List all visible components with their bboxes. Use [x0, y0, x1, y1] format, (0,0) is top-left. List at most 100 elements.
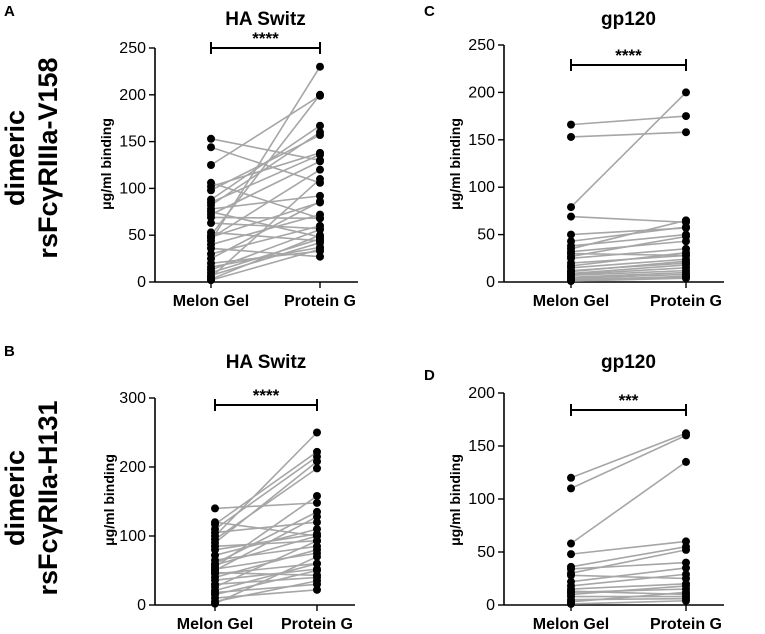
data-point-protein-g — [316, 165, 324, 174]
paired-line — [570, 574, 687, 580]
y-tick-label: 200 — [119, 459, 146, 476]
paired-line — [570, 432, 687, 479]
y-tick-label: 200 — [119, 87, 146, 104]
data-point-protein-g — [313, 491, 321, 500]
paired-line — [570, 131, 687, 138]
panel-letter: C — [424, 3, 435, 20]
panel-letter: D — [424, 367, 435, 384]
paired-line — [214, 540, 318, 588]
data-point-protein-g — [313, 518, 321, 527]
data-point-melon-gel — [207, 219, 215, 228]
paired-line — [210, 231, 321, 242]
paired-line — [214, 451, 318, 525]
paired-line — [570, 91, 687, 208]
data-point-protein-g — [313, 552, 321, 561]
paired-line — [210, 66, 321, 242]
paired-line — [210, 238, 321, 274]
data-point-protein-g — [313, 585, 321, 594]
data-point-protein-g — [682, 88, 690, 97]
data-point-protein-g — [316, 62, 324, 71]
data-point-protein-g — [313, 536, 321, 545]
paired-line — [570, 549, 687, 574]
x-category-label: Protein G — [650, 616, 722, 633]
paired-line — [210, 125, 321, 201]
y-axis-label: μg/ml binding — [101, 454, 117, 546]
data-point-melon-gel — [567, 473, 575, 482]
data-point-protein-g — [316, 197, 324, 206]
y-tick-label: 150 — [468, 132, 495, 149]
y-tick-label: 100 — [468, 491, 495, 508]
chart-panels: A HA Switz μg/ml binding 0 50 100 150 200 250 Mel… — [4, 3, 724, 633]
paired-line — [210, 216, 321, 220]
data-point-melon-gel — [567, 230, 575, 239]
paired-line — [214, 569, 318, 596]
paired-line — [570, 235, 687, 258]
y-tick-label: 300 — [119, 390, 146, 407]
paired-line — [570, 585, 687, 596]
data-point-melon-gel — [207, 161, 215, 169]
y-tick-label: 100 — [119, 180, 146, 197]
paired-line — [214, 460, 318, 544]
data-point-melon-gel — [567, 120, 575, 129]
paired-line — [570, 540, 687, 555]
data-point-melon-gel — [211, 504, 219, 513]
data-point-melon-gel — [567, 571, 575, 580]
y-axis-label: μg/ml binding — [98, 118, 114, 210]
x-category-label: Protein G — [281, 616, 353, 633]
row-label-bottom-line2: rsFcγRIIa-H131 — [33, 400, 63, 595]
paired-line — [210, 200, 321, 260]
paired-line — [210, 195, 321, 210]
data-point-protein-g — [316, 157, 324, 166]
data-point-melon-gel — [567, 212, 575, 221]
panel-letter: A — [4, 3, 15, 20]
data-point-protein-g — [682, 216, 690, 225]
data-point-melon-gel — [567, 132, 575, 141]
x-category-label: Melon Gel — [173, 293, 249, 310]
data-point-protein-g — [682, 248, 690, 257]
paired-line — [570, 115, 687, 126]
x-category-label: Protein G — [650, 293, 722, 310]
y-tick-label: 150 — [119, 134, 146, 151]
paired-line — [210, 160, 321, 216]
paired-line — [210, 169, 321, 239]
paired-line — [570, 273, 687, 280]
paired-line — [214, 431, 318, 537]
data-point-protein-g — [313, 428, 321, 437]
paired-line — [214, 552, 318, 570]
row-label-top-line2: rsFcγRIIIa-V158 — [33, 57, 63, 258]
paired-line — [570, 434, 687, 490]
chart-title: gp120 — [601, 352, 656, 373]
data-point-protein-g — [316, 191, 324, 200]
y-tick-label: 200 — [468, 84, 495, 101]
data-point-protein-g — [682, 596, 690, 605]
data-point-protein-g — [316, 128, 324, 137]
paired-line — [214, 562, 318, 575]
paired-line — [570, 269, 687, 277]
significance-label: **** — [252, 29, 279, 48]
paired-line — [570, 545, 687, 568]
y-axis-label: μg/ml binding — [447, 454, 463, 546]
data-point-melon-gel — [567, 484, 575, 493]
data-point-protein-g — [682, 112, 690, 121]
paired-line — [210, 95, 321, 166]
y-tick-label: 0 — [486, 274, 495, 291]
y-tick-label: 150 — [468, 438, 495, 455]
data-point-protein-g — [682, 223, 690, 232]
data-point-protein-g — [682, 570, 690, 579]
paired-line — [570, 219, 687, 250]
paired-line — [214, 562, 318, 592]
chart-panel-b: B HA Switz μg/ml binding 0 100 200 300 Melon Ge… — [4, 343, 355, 633]
paired-line — [570, 251, 687, 267]
paired-line — [210, 178, 321, 278]
data-point-protein-g — [682, 581, 690, 590]
paired-line — [570, 599, 687, 605]
chart-panel-a: A HA Switz μg/ml binding 0 50 100 150 200 250 Mel… — [4, 3, 358, 310]
data-point-protein-g — [313, 545, 321, 554]
data-point-protein-g — [316, 175, 324, 184]
paired-line — [210, 234, 321, 280]
data-point-protein-g — [316, 231, 324, 240]
data-point-melon-gel — [567, 550, 575, 559]
y-tick-label: 50 — [128, 227, 146, 244]
paired-line — [570, 583, 687, 590]
